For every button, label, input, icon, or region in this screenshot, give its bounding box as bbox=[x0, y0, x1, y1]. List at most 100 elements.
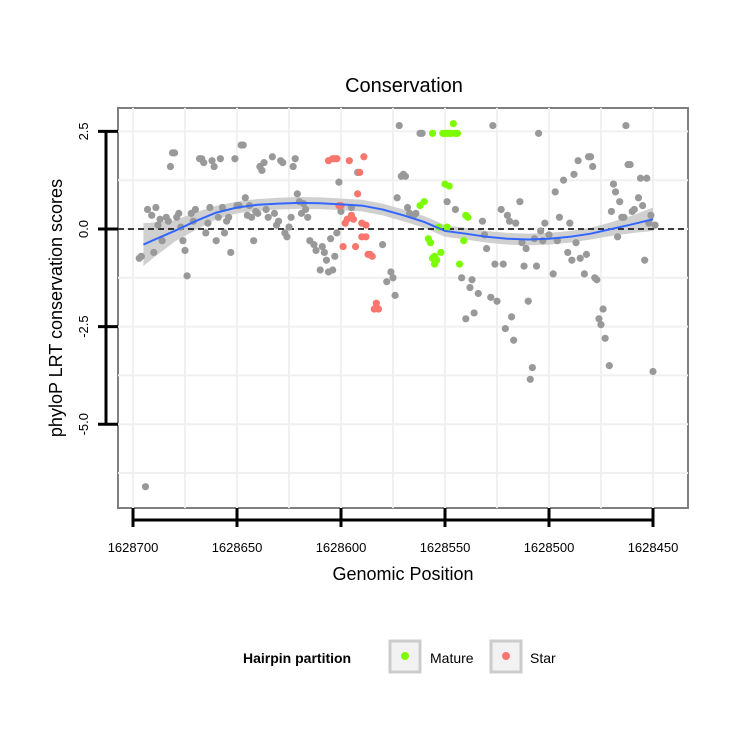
data-point-mature bbox=[453, 129, 462, 137]
data-point-other bbox=[576, 254, 584, 262]
data-point-other bbox=[510, 336, 518, 344]
data-point-other bbox=[607, 207, 616, 216]
data-point-other bbox=[639, 201, 647, 210]
data-point-other bbox=[564, 248, 572, 257]
data-point-other bbox=[291, 155, 299, 163]
data-point-other bbox=[310, 241, 318, 249]
data-point-other bbox=[609, 180, 618, 188]
data-point-other bbox=[470, 309, 478, 317]
data-point-star bbox=[337, 201, 345, 210]
x-tick-label: 1628550 bbox=[420, 540, 471, 555]
data-point-other bbox=[570, 170, 578, 178]
data-point-other bbox=[166, 162, 175, 171]
data-point-other bbox=[152, 203, 160, 212]
data-point-other bbox=[595, 315, 603, 323]
data-point-other bbox=[171, 149, 179, 157]
data-point-other bbox=[526, 375, 534, 383]
data-point-other bbox=[474, 289, 482, 298]
data-point-other bbox=[247, 213, 256, 221]
data-point-other bbox=[551, 188, 559, 196]
data-point-other bbox=[329, 266, 337, 274]
data-point-other bbox=[489, 121, 497, 130]
data-point-other bbox=[599, 305, 607, 313]
legend: Hairpin partition Mature Star bbox=[243, 639, 556, 674]
data-point-mature bbox=[443, 223, 451, 231]
data-point-star bbox=[356, 168, 364, 176]
data-point-other bbox=[387, 268, 395, 276]
data-point-other bbox=[601, 334, 609, 342]
data-point-other bbox=[158, 237, 166, 245]
data-point-other bbox=[458, 274, 466, 282]
data-point-star bbox=[349, 215, 358, 223]
data-point-other bbox=[320, 248, 328, 257]
data-point-other bbox=[293, 190, 301, 198]
data-point-other bbox=[503, 211, 511, 219]
data-point-other bbox=[331, 252, 339, 260]
data-point-other bbox=[487, 293, 495, 301]
data-point-other bbox=[302, 205, 310, 214]
data-point-mature bbox=[455, 260, 464, 268]
data-point-other bbox=[279, 159, 287, 167]
data-point-other bbox=[395, 121, 403, 130]
data-point-other bbox=[337, 207, 345, 216]
data-point-other bbox=[254, 209, 262, 217]
data-point-other bbox=[516, 198, 524, 206]
data-point-other bbox=[582, 250, 591, 258]
data-point-other bbox=[327, 235, 335, 243]
data-point-other bbox=[626, 160, 634, 169]
data-point-other bbox=[580, 270, 588, 278]
data-point-star bbox=[351, 242, 360, 251]
data-point-other bbox=[587, 153, 595, 161]
y-axis: 2.5 0.0 -2.5 -5.0 bbox=[76, 122, 118, 435]
data-point-other bbox=[206, 203, 214, 212]
legend-title: Hairpin partition bbox=[243, 650, 351, 666]
data-point-other bbox=[634, 194, 643, 202]
data-point-other bbox=[622, 121, 630, 130]
data-points bbox=[135, 119, 659, 491]
data-point-other bbox=[181, 246, 189, 255]
y-tick-label: -2.5 bbox=[76, 315, 91, 337]
data-point-other bbox=[241, 194, 249, 202]
data-point-other bbox=[141, 483, 150, 491]
data-point-mature bbox=[437, 248, 445, 257]
y-tick-label: 0.0 bbox=[76, 220, 91, 238]
data-point-other bbox=[559, 176, 568, 184]
data-point-other bbox=[641, 256, 649, 264]
data-point-other bbox=[620, 213, 628, 221]
data-point-other bbox=[164, 217, 172, 225]
data-point-other bbox=[524, 297, 532, 305]
data-point-mature bbox=[445, 182, 453, 190]
data-point-other bbox=[283, 233, 291, 241]
data-point-other bbox=[239, 141, 247, 149]
data-point-other bbox=[491, 260, 499, 268]
data-point-other bbox=[200, 159, 208, 167]
data-point-star bbox=[358, 233, 366, 241]
x-axis: 1628700 1628650 1628600 1628550 1628500 16284… bbox=[108, 508, 678, 555]
data-point-other bbox=[532, 262, 541, 270]
data-point-other bbox=[483, 244, 491, 253]
data-point-other bbox=[636, 174, 645, 182]
data-point-other bbox=[270, 209, 279, 217]
data-point-other bbox=[566, 219, 574, 227]
data-point-mature bbox=[464, 213, 472, 221]
data-point-other bbox=[318, 242, 326, 251]
legend-label-mature: Mature bbox=[430, 650, 474, 666]
plot-panel bbox=[117, 107, 689, 509]
data-point-other bbox=[403, 203, 412, 212]
legend-label-star: Star bbox=[530, 650, 556, 666]
data-point-other bbox=[535, 129, 543, 137]
data-point-other bbox=[597, 321, 605, 329]
data-point-other bbox=[518, 239, 526, 247]
data-point-other bbox=[589, 162, 597, 171]
data-point-other bbox=[179, 237, 187, 245]
data-point-other bbox=[227, 248, 235, 257]
data-point-other bbox=[555, 213, 564, 221]
data-point-other bbox=[512, 219, 520, 227]
data-point-star bbox=[345, 157, 353, 165]
data-point-other bbox=[218, 203, 227, 212]
data-point-other bbox=[175, 209, 183, 217]
x-tick-label: 1628650 bbox=[212, 540, 263, 555]
data-point-other bbox=[462, 315, 470, 323]
data-point-other bbox=[468, 276, 476, 284]
data-point-other bbox=[285, 223, 293, 231]
